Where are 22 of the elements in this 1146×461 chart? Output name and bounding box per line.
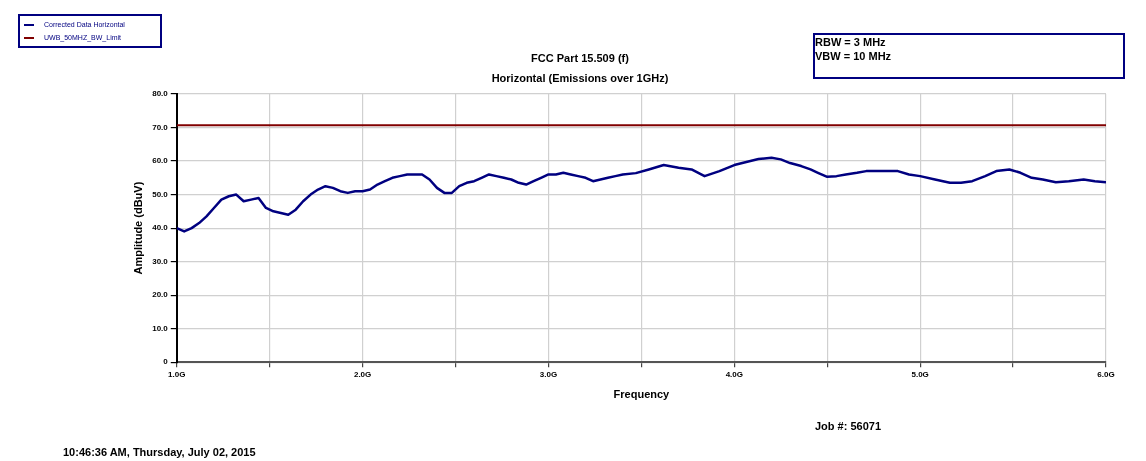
x-tick-label: 1.0G [168, 370, 186, 380]
x-tick-label: 3.0G [539, 370, 558, 380]
y-tick-label: 30.0 [152, 256, 169, 266]
y-tick-label: 20.0 [152, 290, 169, 300]
y-tick-label: 50.0 [152, 189, 169, 199]
y-tick-label: 70.0 [152, 122, 169, 132]
x-axis-title: Frequency [613, 388, 671, 401]
text: 10:46:36 AM, Thursday, July 02, 2015 [63, 446, 256, 458]
y-tick-label: 10.0 [152, 323, 169, 333]
chart-subtitle: Horizontal (Emissions over 1GHz) [490, 72, 670, 84]
x-tick-label: 6.0G [1097, 370, 1115, 380]
y-axis-title: Amplitude (dBuV) [131, 181, 144, 275]
x-tick-label: 5.0G [911, 370, 929, 380]
y-tick-label: 80.0 [152, 89, 169, 99]
x-tick-label: 4.0G [725, 370, 743, 380]
text: RBW = 3 MHz VBW = 10 MHz [813, 33, 1125, 79]
x-tick-label: 2.0G [353, 370, 372, 380]
text: Job #: 56071 [815, 420, 882, 432]
chart-title: FCC Part 15.509 (f) [530, 52, 630, 64]
y-tick-label: 60.0 [152, 156, 169, 166]
y-tick-label: 0 [163, 357, 169, 367]
y-tick-label: 40.0 [152, 223, 169, 233]
